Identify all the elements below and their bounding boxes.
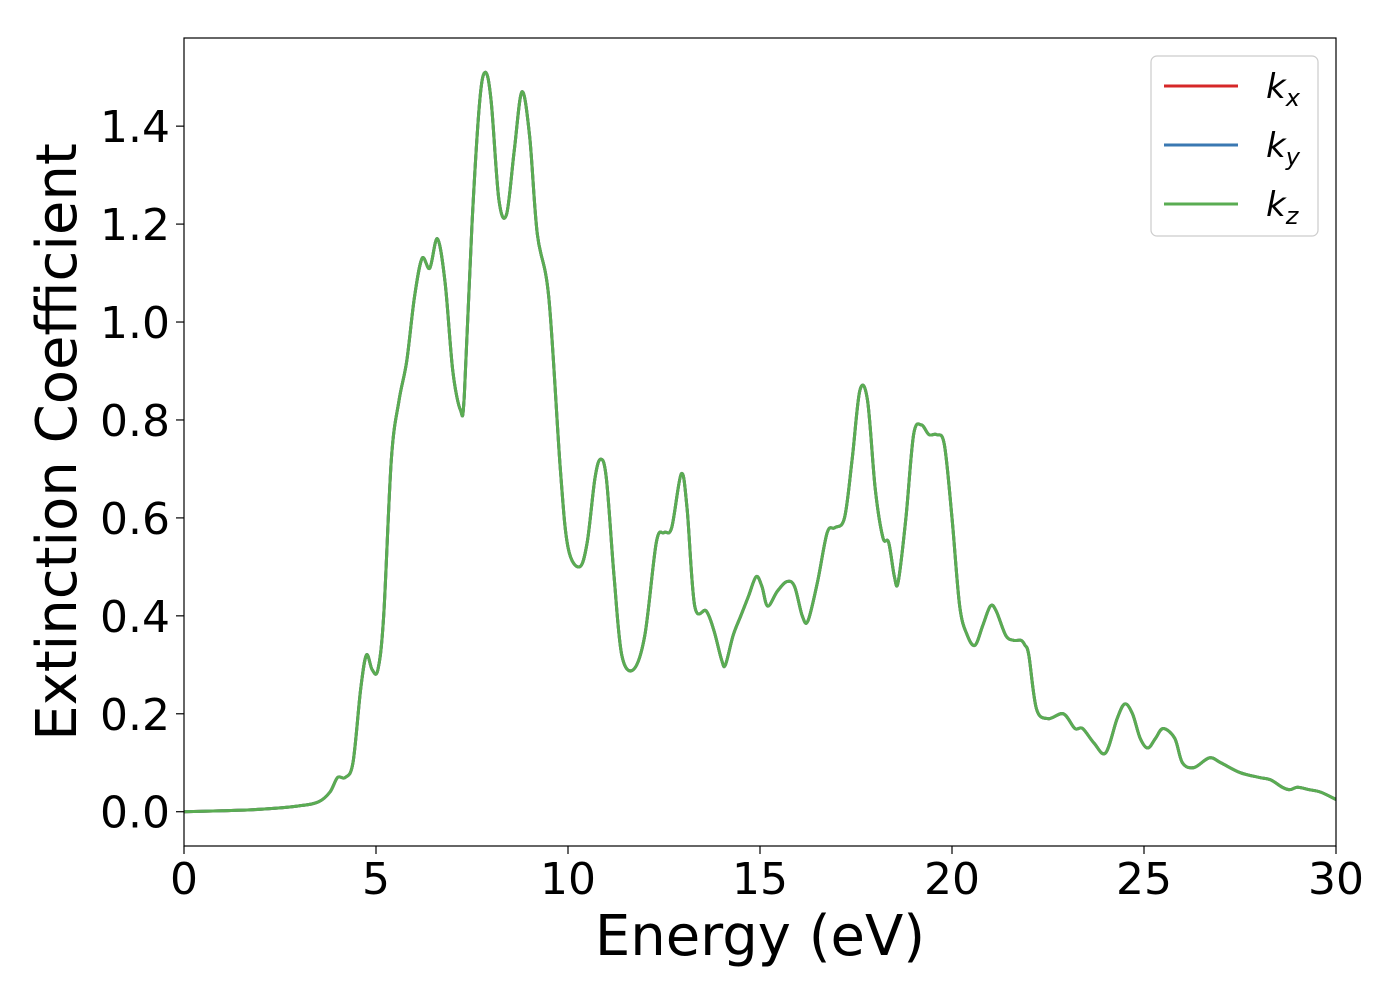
x-tick-label: 10 — [540, 854, 596, 905]
x-tick-label: 5 — [362, 854, 390, 905]
x-tick-label: 25 — [1116, 854, 1172, 905]
x-axis-label: Energy (eV) — [595, 904, 925, 969]
y-axis-ticks: 0.0 0.2 0.4 0.6 0.8 1.0 1.2 1.4 — [100, 102, 184, 839]
series-line-k-z — [184, 70, 1336, 814]
y-tick-label: 0.8 — [100, 396, 170, 447]
legend-entries: kx ky kz — [1164, 67, 1301, 230]
y-tick-label: 0.0 — [100, 788, 170, 839]
legend-label-k-z: kz — [1266, 185, 1300, 230]
legend: kx ky kz — [1150, 55, 1319, 237]
x-tick-label: 0 — [170, 854, 198, 905]
y-tick-label: 0.4 — [100, 592, 170, 643]
legend-label-k-y: ky — [1266, 126, 1301, 171]
y-tick-label: 1.0 — [100, 298, 170, 349]
x-tick-label: 30 — [1308, 854, 1364, 905]
y-axis-label: Extinction Coefficient — [25, 143, 90, 741]
y-tick-label: 0.6 — [100, 494, 170, 545]
y-tick-label: 1.2 — [100, 200, 170, 251]
x-axis-ticks: 0 5 10 15 20 25 30 — [170, 846, 1364, 905]
x-tick-label: 20 — [924, 854, 980, 905]
legend-label-k-x: kx — [1266, 67, 1301, 112]
y-tick-label: 0.2 — [100, 690, 170, 741]
series-layer — [184, 70, 1336, 814]
y-tick-label: 1.4 — [100, 102, 170, 153]
x-tick-label: 15 — [732, 854, 788, 905]
